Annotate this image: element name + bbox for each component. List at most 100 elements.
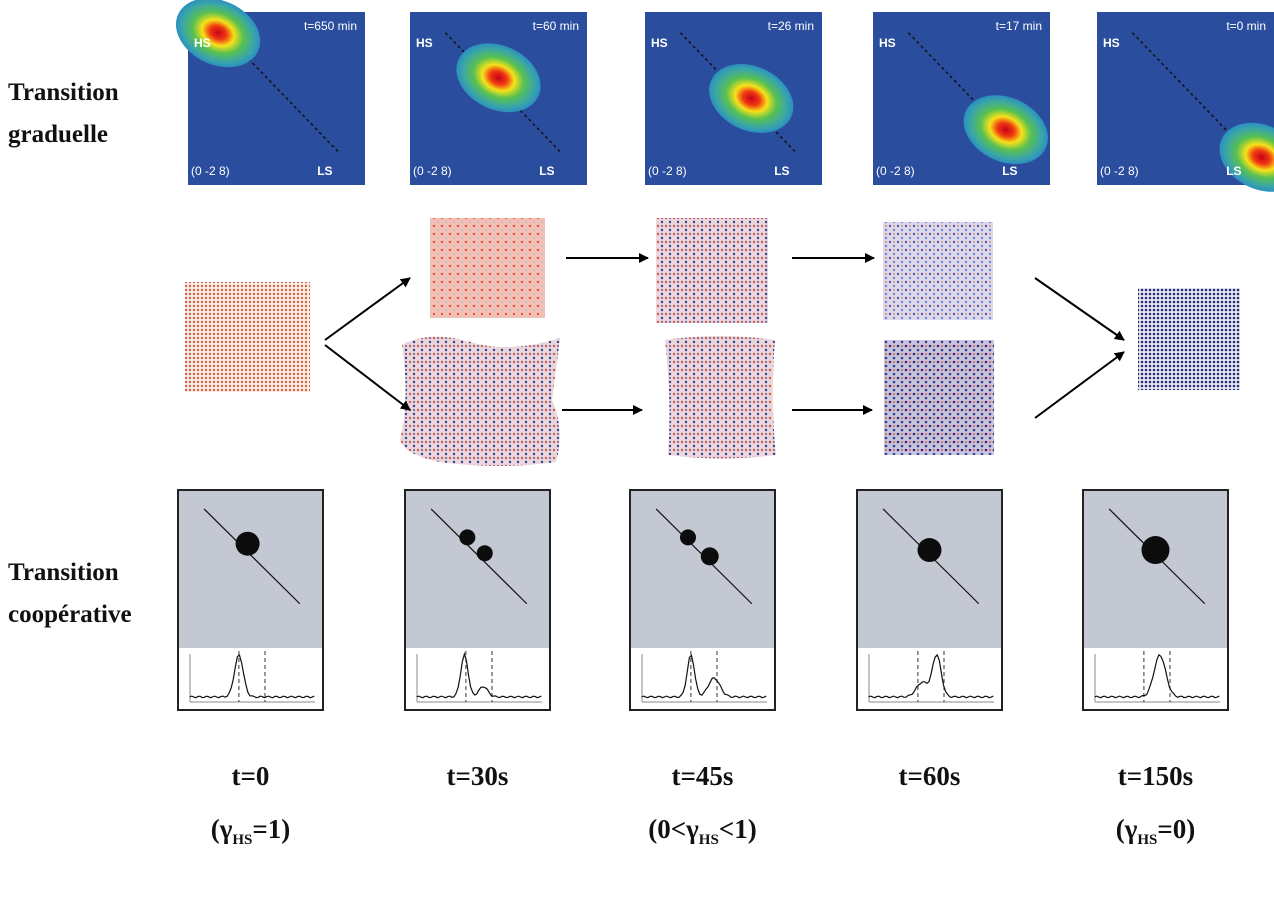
arrow bbox=[1034, 277, 1125, 341]
ls-label: LS bbox=[317, 164, 332, 178]
intensity-profile bbox=[641, 654, 767, 699]
diffraction-image bbox=[857, 490, 1002, 648]
arrows bbox=[324, 253, 1125, 419]
diffraction-image bbox=[1083, 490, 1228, 648]
profile-area bbox=[630, 648, 775, 710]
hs-label: HS bbox=[651, 36, 668, 50]
spot bbox=[1141, 536, 1170, 565]
time-caption: t=45s bbox=[672, 761, 734, 791]
time-caption: t=60s bbox=[899, 761, 961, 791]
index-label: (0 -2 8) bbox=[876, 164, 915, 178]
spot bbox=[680, 529, 696, 546]
diffraction-image bbox=[405, 490, 550, 648]
hs-label: HS bbox=[416, 36, 433, 50]
row-label: graduelle bbox=[8, 121, 108, 148]
mask bbox=[587, 12, 589, 185]
panel-border bbox=[1082, 489, 1229, 711]
gradual-panel: t=0 min HS LS (0 -2 8) bbox=[1097, 12, 1274, 192]
time-label: t=60 min bbox=[533, 19, 579, 33]
gradual-panel: t=26 min HS LS (0 -2 8) bbox=[645, 12, 824, 185]
caption-part: <1) bbox=[719, 814, 757, 844]
profile-area bbox=[1083, 648, 1228, 710]
ls-label: LS bbox=[1226, 164, 1241, 178]
fraction-caption: (γHS=1) bbox=[211, 814, 291, 848]
ls-label: LS bbox=[1002, 164, 1017, 178]
time-label: t=26 min bbox=[768, 19, 814, 33]
hs-label: HS bbox=[194, 36, 211, 50]
time-label: t=17 min bbox=[996, 19, 1042, 33]
fraction-caption: (0<γHS<1) bbox=[648, 814, 756, 848]
intensity-blob bbox=[456, 43, 541, 113]
mask bbox=[1050, 12, 1052, 185]
index-label: (0 -2 8) bbox=[191, 164, 230, 178]
spot bbox=[459, 529, 476, 546]
spot bbox=[917, 538, 942, 563]
intensity-blob bbox=[1219, 122, 1274, 192]
cooperative-panel: t=150s (γHS=0) bbox=[1082, 489, 1229, 848]
arrow bbox=[324, 344, 411, 411]
time-label: t=650 min bbox=[304, 19, 357, 33]
gradual-panel: t=17 min HS LS (0 -2 8) bbox=[873, 12, 1052, 185]
cooperative-panel: t=0 (γHS=1) bbox=[177, 489, 324, 848]
panel-border bbox=[856, 489, 1003, 711]
lattice-bottom-3 bbox=[884, 340, 994, 455]
caption-subscript: HS bbox=[1137, 832, 1157, 848]
time-caption: t=0 bbox=[232, 761, 270, 791]
intensity-blob bbox=[175, 0, 261, 68]
lattice-row bbox=[185, 218, 1240, 466]
intensity-blob bbox=[709, 64, 794, 133]
spot bbox=[700, 547, 719, 566]
cooperative-panel: t=45s (0<γHS<1) bbox=[629, 489, 776, 848]
intensity-profile bbox=[416, 651, 542, 699]
arrow bbox=[1034, 351, 1125, 419]
lattice-bottom-1 bbox=[400, 336, 560, 466]
caption-subscript: HS bbox=[232, 832, 252, 848]
row-label: Transition bbox=[8, 79, 119, 106]
lattice-top-2 bbox=[656, 218, 768, 323]
time-caption: t=150s bbox=[1118, 761, 1193, 791]
caption-part: =0) bbox=[1157, 814, 1195, 844]
intensity-profile bbox=[1094, 653, 1220, 699]
intensity-profile bbox=[189, 654, 315, 699]
mask bbox=[822, 12, 824, 185]
mask bbox=[365, 12, 367, 185]
row-label: Transition bbox=[8, 559, 119, 586]
diffraction-image bbox=[178, 490, 323, 648]
time-caption: t=30s bbox=[447, 761, 509, 791]
diffraction-image bbox=[630, 490, 775, 648]
panel-border bbox=[177, 489, 324, 711]
caption-part: (γ bbox=[211, 814, 233, 844]
lattice-ls bbox=[185, 282, 310, 392]
intensity-profile bbox=[868, 653, 994, 699]
hs-label: HS bbox=[879, 36, 896, 50]
cooperative-panel: t=60s bbox=[856, 489, 1003, 791]
row-label: coopérative bbox=[8, 601, 132, 628]
caption-part: (0<γ bbox=[648, 814, 699, 844]
caption-part: (γ bbox=[1116, 814, 1138, 844]
caption-subscript: HS bbox=[699, 832, 719, 848]
hs-label: HS bbox=[1103, 36, 1120, 50]
index-label: (0 -2 8) bbox=[648, 164, 687, 178]
profile-area bbox=[178, 648, 323, 710]
intensity-blob bbox=[963, 95, 1048, 165]
panel-border bbox=[404, 489, 551, 711]
arrow bbox=[324, 277, 411, 341]
ls-label: LS bbox=[774, 164, 789, 178]
caption-part: =1) bbox=[252, 814, 290, 844]
ls-label: LS bbox=[539, 164, 554, 178]
cooperative-panel: t=30s bbox=[404, 489, 551, 791]
spot bbox=[235, 531, 260, 556]
diagonal bbox=[203, 508, 301, 605]
panel-border bbox=[629, 489, 776, 711]
spot bbox=[476, 545, 493, 562]
profile-area bbox=[405, 648, 550, 710]
index-label: (0 -2 8) bbox=[413, 164, 452, 178]
lattice-top-1 bbox=[430, 218, 545, 318]
gradual-panel: t=650 min HS LS (0 -2 8) bbox=[175, 0, 367, 185]
lattice-hs bbox=[1138, 288, 1240, 390]
lattice-top-3 bbox=[883, 222, 993, 320]
diagonal bbox=[222, 32, 341, 155]
index-label: (0 -2 8) bbox=[1100, 164, 1139, 178]
